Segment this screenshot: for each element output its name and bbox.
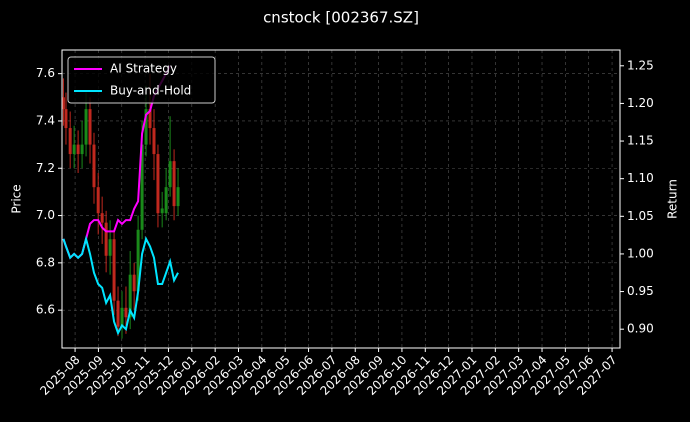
candle-body	[172, 161, 176, 207]
candle-body	[96, 187, 100, 214]
candle-body	[104, 222, 108, 256]
candle-body	[112, 239, 116, 301]
candle-body	[68, 128, 72, 155]
candle-body	[144, 109, 148, 145]
legend-label: AI Strategy	[110, 62, 177, 76]
candle-body	[156, 154, 160, 214]
y2-tick-label: 1.25	[627, 58, 654, 72]
candle-body	[124, 307, 128, 318]
y-tick-label: 6.8	[36, 255, 55, 269]
y-axis-label: Price	[10, 184, 24, 213]
candle-body	[128, 274, 132, 318]
candle-body	[64, 109, 68, 129]
y-tick-label: 7.2	[36, 161, 55, 175]
candle-body	[84, 109, 88, 145]
candle-body	[108, 239, 112, 256]
legend-box	[67, 56, 216, 104]
y2-tick-label: 1.10	[627, 171, 654, 185]
candle-body	[176, 187, 180, 207]
candle-body	[61, 97, 65, 110]
candle-body	[88, 109, 92, 145]
legend-label: Buy-and-Hold	[110, 84, 191, 98]
y2-tick-label: 1.15	[627, 134, 654, 148]
candle-body	[100, 213, 104, 223]
y2-tick-label: 1.20	[627, 96, 654, 110]
candle-body	[92, 144, 96, 188]
candle-body	[140, 144, 144, 230]
y-tick-label: 7.0	[36, 208, 55, 222]
y-tick-label: 6.6	[36, 303, 55, 317]
y2-axis-label: Return	[666, 179, 680, 219]
candle-body	[168, 161, 172, 188]
plot-frame	[61, 49, 621, 349]
candle-body	[164, 187, 168, 214]
candle-body	[136, 229, 140, 292]
candle-body	[116, 300, 120, 327]
chart-title: cnstock [002367.SZ]	[263, 9, 419, 27]
candle-body	[120, 307, 124, 327]
candle-body	[80, 144, 84, 155]
y2-tick-label: 0.90	[627, 322, 654, 336]
candle-body	[160, 208, 164, 214]
legend: AI Strategy Buy-and-Hold	[67, 56, 216, 104]
candle-body	[132, 274, 136, 292]
candle-body	[148, 109, 152, 129]
y-tick-label: 7.6	[36, 66, 55, 80]
candle-body	[152, 128, 156, 155]
y-tick-label: 7.4	[36, 113, 55, 127]
return-line	[62, 234, 179, 336]
y2-tick-label: 0.95	[627, 284, 654, 298]
candle-body	[72, 144, 76, 155]
y2-tick-label: 1.00	[627, 246, 654, 260]
candle-body	[76, 144, 80, 155]
y2-tick-label: 1.05	[627, 209, 654, 223]
